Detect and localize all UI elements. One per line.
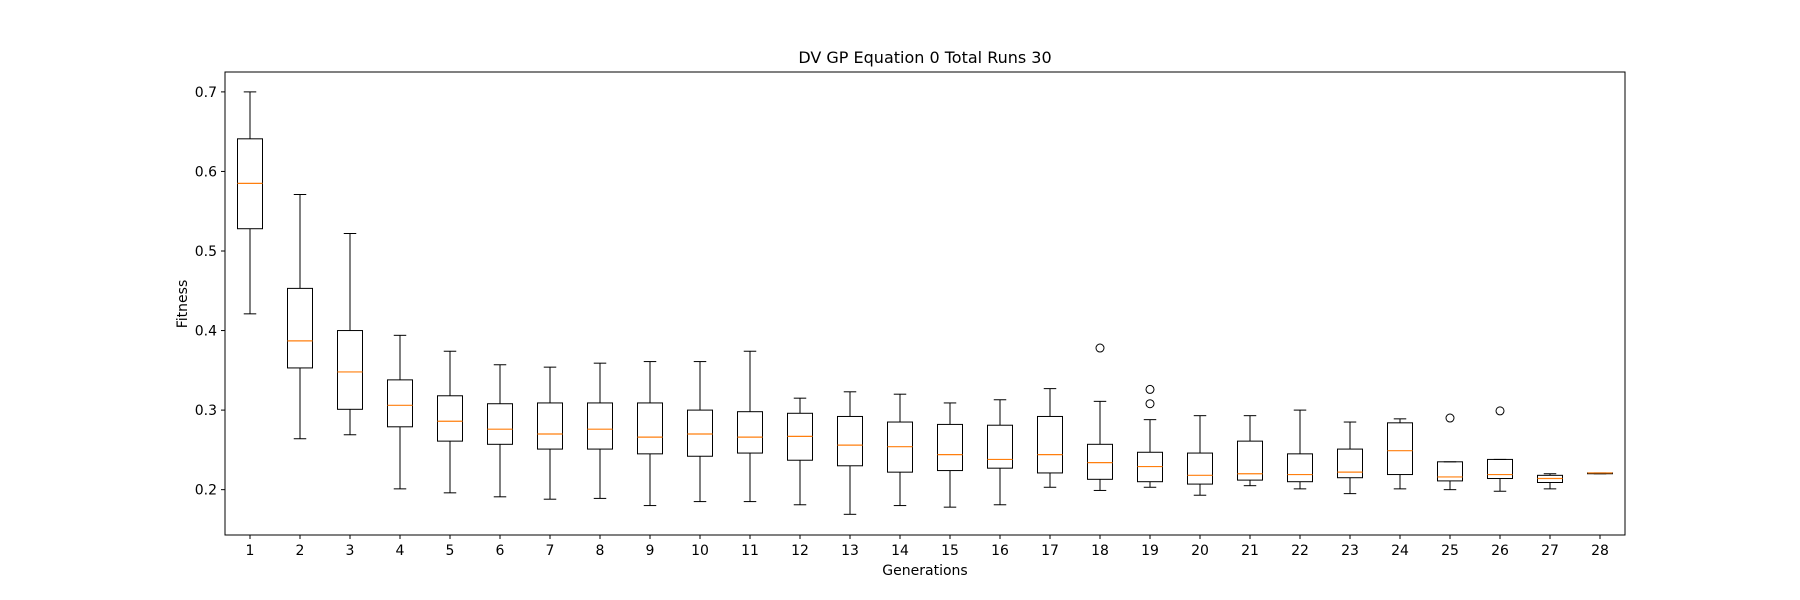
iqr-box — [337, 330, 363, 410]
x-tick-label: 26 — [1491, 543, 1509, 559]
y-tick-label: 0.7 — [195, 85, 217, 101]
outlier-point — [1445, 413, 1455, 423]
x-axis-label: Generations — [882, 563, 967, 579]
iqr-box — [287, 287, 313, 369]
x-tick-label: 18 — [1091, 543, 1109, 559]
outlier-point — [1145, 384, 1155, 394]
y-tick-label: 0.4 — [195, 324, 217, 340]
box-group-10 — [687, 361, 713, 503]
iqr-box — [487, 403, 513, 445]
box-group-8 — [587, 362, 613, 499]
outlier-point — [1495, 406, 1505, 416]
box-group-26 — [1487, 406, 1513, 492]
x-tick-label: 23 — [1341, 543, 1359, 559]
iqr-box — [1287, 453, 1313, 483]
iqr-box — [987, 424, 1013, 469]
x-tick-label: 17 — [1041, 543, 1059, 559]
x-tick-label: 9 — [646, 543, 655, 559]
x-tick-label: 3 — [346, 543, 355, 559]
x-tick-label: 25 — [1441, 543, 1459, 559]
box-group-25 — [1437, 413, 1463, 491]
outlier-point — [1145, 399, 1155, 409]
box-group-28 — [1587, 472, 1613, 475]
box-group-18 — [1087, 343, 1113, 491]
y-tick-label: 0.3 — [195, 403, 217, 419]
x-tick-label: 19 — [1141, 543, 1159, 559]
x-tick-label: 11 — [741, 543, 759, 559]
box-group-19 — [1137, 384, 1163, 488]
box-group-15 — [937, 402, 963, 508]
box-group-13 — [837, 391, 863, 515]
x-tick-label: 7 — [546, 543, 555, 559]
box-group-24 — [1387, 418, 1413, 490]
box-group-11 — [737, 350, 763, 503]
x-tick-label: 10 — [691, 543, 709, 559]
y-axis: 0.2 0.3 0.4 0.5 0.6 0.7 — [195, 85, 225, 499]
x-tick-label: 5 — [446, 543, 455, 559]
y-tick-label: 0.5 — [195, 244, 217, 260]
iqr-box — [1237, 440, 1263, 481]
box-group-20 — [1187, 415, 1213, 496]
iqr-box — [1337, 448, 1363, 479]
x-tick-label: 20 — [1191, 543, 1209, 559]
iqr-box — [1037, 415, 1063, 474]
y-axis-label: Fitness — [175, 280, 191, 329]
y-tick-label: 0.2 — [195, 483, 217, 499]
box-group-4 — [387, 334, 413, 490]
box-group-21 — [1237, 415, 1263, 487]
box-group-2 — [287, 194, 313, 440]
x-tick-label: 28 — [1591, 543, 1609, 559]
box-group-6 — [487, 364, 513, 498]
box-group-17 — [1037, 388, 1063, 488]
box-group-14 — [887, 393, 913, 507]
box-group-22 — [1287, 409, 1313, 490]
iqr-box — [1437, 461, 1463, 482]
box-group-9 — [637, 361, 663, 507]
iqr-box — [437, 395, 463, 442]
x-tick-label: 15 — [941, 543, 959, 559]
x-tick-label: 2 — [296, 543, 305, 559]
x-tick-label: 13 — [841, 543, 859, 559]
iqr-box — [1487, 458, 1513, 480]
box-group-27 — [1537, 473, 1563, 490]
plot-area — [237, 91, 1613, 515]
iqr-box — [537, 402, 563, 450]
iqr-box — [1387, 422, 1413, 476]
x-tick-label: 4 — [396, 543, 405, 559]
iqr-box — [387, 379, 413, 428]
x-tick-label: 1 — [246, 543, 255, 559]
x-tick-label: 22 — [1291, 543, 1309, 559]
iqr-box — [937, 423, 963, 472]
x-tick-label: 27 — [1541, 543, 1559, 559]
chart-title: DV GP Equation 0 Total Runs 30 — [798, 48, 1051, 67]
box-group-23 — [1337, 421, 1363, 495]
x-tick-label: 8 — [596, 543, 605, 559]
iqr-box — [1087, 443, 1113, 480]
x-tick-label: 16 — [991, 543, 1009, 559]
outlier-point — [1095, 343, 1105, 353]
x-axis: 1 2 3 4 5 6 7 8 9 10 11 12 13 14 15 16 17 18 19 20 21 22 23 24 2… — [246, 535, 1609, 559]
box-group-1 — [237, 91, 263, 315]
x-tick-label: 24 — [1391, 543, 1409, 559]
iqr-box — [637, 402, 663, 455]
box-group-3 — [337, 232, 363, 436]
x-tick-label: 21 — [1241, 543, 1259, 559]
iqr-box — [837, 415, 863, 467]
iqr-box — [737, 411, 763, 454]
plot-frame — [224, 71, 1626, 536]
iqr-box — [1187, 452, 1213, 485]
y-tick-label: 0.6 — [195, 164, 217, 180]
box-group-7 — [537, 366, 563, 500]
box-group-16 — [987, 399, 1013, 506]
box-group-5 — [437, 350, 463, 494]
x-tick-label: 14 — [891, 543, 909, 559]
box-group-12 — [787, 397, 813, 506]
iqr-box — [587, 402, 613, 450]
iqr-box — [687, 409, 713, 457]
x-tick-label: 6 — [496, 543, 505, 559]
x-tick-label: 12 — [791, 543, 809, 559]
